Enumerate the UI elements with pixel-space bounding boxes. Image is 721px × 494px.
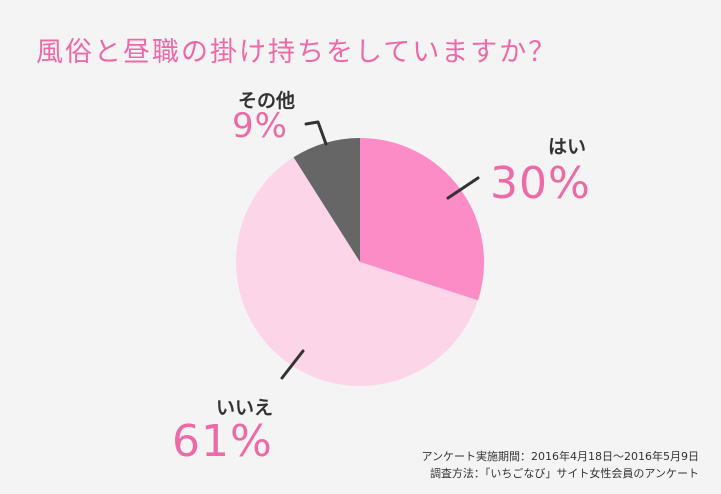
leader-line-yes xyxy=(446,176,480,200)
pie-slice-yes xyxy=(360,138,484,301)
slice-value-no: 61% xyxy=(172,416,273,467)
slice-label-other: その他 xyxy=(238,90,296,112)
slice-value-yes: 30% xyxy=(490,158,591,209)
footnote: アンケート実施期間：2016年4月18日～2016年5月9日 調査方法：「いちご… xyxy=(421,448,699,482)
pie-slice-other xyxy=(293,138,360,262)
leader-line-other xyxy=(304,120,328,146)
footnote-method: 調査方法：「いちごなび」サイト女性会員のアンケート xyxy=(429,467,699,480)
slice-label-yes: はい xyxy=(548,136,587,158)
leader-line-no xyxy=(280,349,305,380)
slice-label-no: いいえ xyxy=(216,397,274,419)
chart-title: 風俗と昼職の掛け持ちをしていますか？ xyxy=(36,37,558,68)
slice-value-other: 9% xyxy=(232,106,288,146)
footnote-period: アンケート実施期間：2016年4月18日～2016年5月9日 xyxy=(421,450,699,463)
pie-slice-no xyxy=(236,157,478,386)
